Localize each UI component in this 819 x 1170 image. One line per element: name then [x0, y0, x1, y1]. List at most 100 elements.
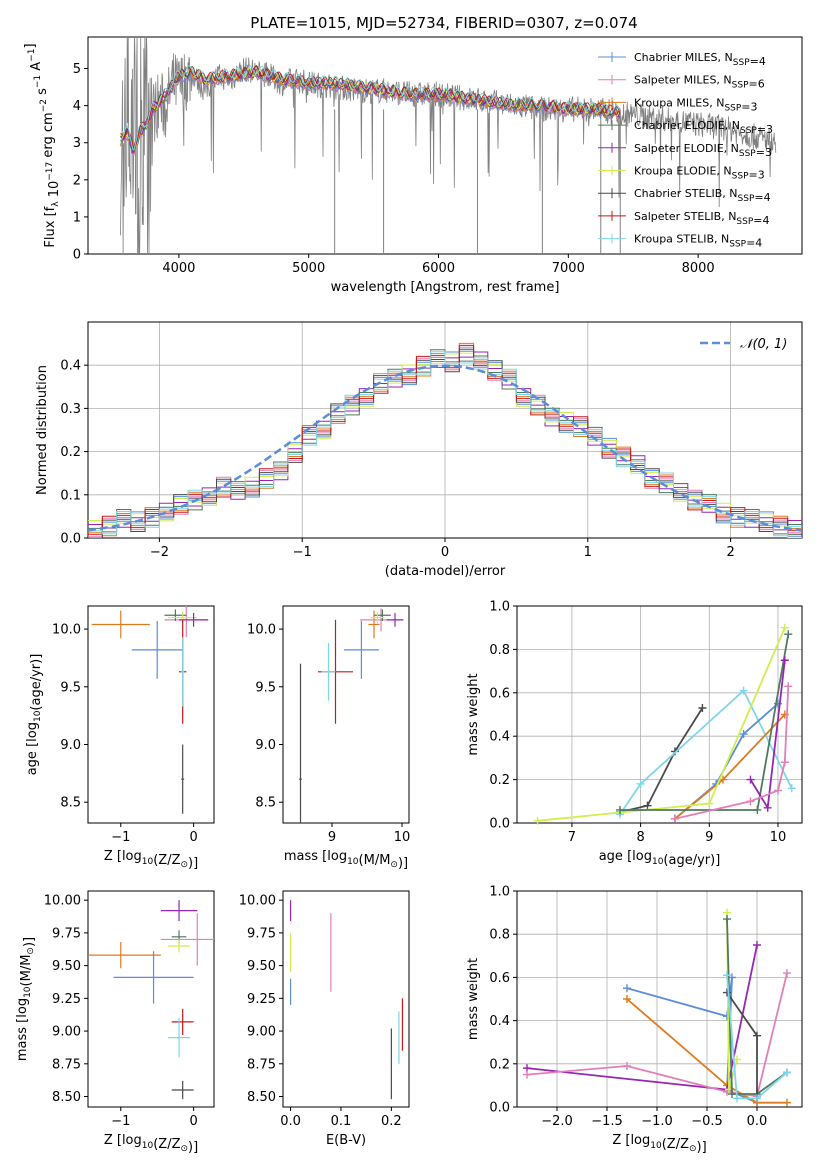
spectrum-model-line	[120, 65, 621, 149]
ebv-mass-ytick-label: 9.25	[247, 992, 276, 1007]
age-weight-xtick-label: 10	[770, 830, 787, 845]
z-mass-xtick-label: −1	[111, 1114, 130, 1129]
z-mass-ytick-label: 9.75	[52, 926, 81, 941]
ebv-mass-frame	[282, 890, 410, 1108]
spectrum-legend: Chabrier MILES, NSSP=4 Salpeter MILES, NS…	[598, 51, 773, 250]
z-age-ytick-label: 10.0	[52, 623, 81, 638]
spectrum-xtick-label: 5000	[292, 261, 325, 276]
mass-age-plot	[299, 608, 404, 823]
z-age-frame	[87, 605, 215, 824]
z-weight-plot	[523, 908, 791, 1107]
spectrum-ytick-label: 0	[73, 248, 81, 263]
z-age-xlabel: Z [log10(Z/Z⊙)]	[104, 849, 198, 871]
age-weight-weight-marker	[643, 801, 652, 810]
residuals-ytick-label: 0.3	[60, 402, 81, 417]
mass-age-ytick-label: 9.0	[255, 738, 276, 753]
z-weight-weight-marker	[783, 1098, 791, 1107]
z-weight-xtick-label: 0.0	[747, 1114, 768, 1129]
mass-age-ytick-label: 10.0	[247, 623, 276, 638]
z-weight-weight-marker	[623, 984, 631, 993]
residuals-xtick-label: −1	[293, 545, 312, 560]
age-weight-weight-marker	[787, 784, 796, 793]
z-weight-weight-marker	[623, 995, 631, 1003]
z-mass-axes: −1 0 8.50 8.75 9.00 9.25 9.50 9.75 10.00 Z [log10…	[15, 890, 215, 1155]
ebv-mass-axes: 0.0 0.1 0.2 8.50 8.75 9.00 9.25 9.50 9.75 10.00 E(…	[239, 890, 410, 1148]
age-weight-weight-marker	[780, 623, 789, 632]
ebv-mass-xtick-label: 0.1	[331, 1114, 352, 1129]
z-weight-weight-marker	[523, 1070, 531, 1079]
age-weight-ylabel: mass weight	[466, 673, 481, 755]
z-mass-xlabel: Z [log10(Z/Z⊙)]	[104, 1133, 198, 1155]
age-weight-ytick-label: 0.4	[489, 730, 510, 745]
ebv-mass-xtick-label: 0.0	[280, 1114, 301, 1129]
z-weight-weight-marker	[733, 1094, 741, 1103]
z-weight-ytick-label: 0.0	[489, 1101, 510, 1116]
z-weight-ylabel: mass weight	[466, 958, 481, 1040]
z-weight-weight-marker	[783, 1068, 791, 1077]
residuals-xtick-label: 1	[584, 545, 592, 560]
age-weight-xlabel: age [log10(age/yr)]	[599, 849, 721, 868]
residuals-ytick-label: 0.4	[60, 359, 81, 374]
z-weight-weight-marker	[723, 988, 731, 997]
residuals-plot	[88, 342, 802, 538]
z-weight-weight-marker	[723, 971, 731, 980]
residuals-gauss-curve	[88, 364, 802, 532]
age-weight-xtick-label: 8	[636, 830, 644, 845]
age-weight-weight-marker	[739, 730, 748, 739]
age-weight-weight-marker	[698, 703, 707, 712]
z-mass-xtick-label: 0	[189, 1114, 197, 1129]
spectrum-xtick-label: 7000	[552, 261, 585, 276]
residuals-xtick-label: −2	[150, 545, 169, 560]
mass-age-axes: 9 10 8.5 9.0 9.5 10.0 mass [log10(M/M⊙)]	[247, 605, 410, 871]
spectrum-ytick-label: 4	[73, 99, 81, 114]
spectrum-model-line	[120, 65, 621, 153]
mass-age-ytick-label: 9.5	[255, 680, 276, 695]
spectrum-axes: 4000 5000 6000 7000 8000 0 1 2 3 4 5 wavelength [An…	[23, 36, 803, 295]
z-mass-ytick-label: 10.00	[44, 894, 81, 909]
z-weight-weight-marker	[623, 1061, 631, 1070]
z-age-xtick-label: −1	[111, 830, 130, 845]
spectrum-xtick-label: 4000	[162, 261, 195, 276]
residuals-ylabel: Normed distribution	[35, 365, 50, 495]
ebv-mass-xtick-label: 0.2	[381, 1114, 402, 1129]
age-weight-weight-marker	[780, 656, 789, 665]
z-weight-weight-marker	[753, 941, 761, 949]
z-mass-ytick-label: 8.75	[52, 1057, 81, 1072]
residuals-legend-label: 𝒩(0, 1)	[740, 337, 787, 352]
z-weight-weight-marker	[783, 969, 791, 978]
age-weight-weight-marker	[763, 803, 772, 812]
z-weight-weight-line	[726, 975, 788, 1100]
legend-label: Salpeter STELIB, NSSP=4	[634, 210, 770, 227]
ebv-mass-ytick-label: 9.50	[247, 959, 276, 974]
age-weight-weight-marker	[784, 682, 793, 691]
z-mass-plot	[88, 900, 214, 1100]
age-weight-weight-marker	[784, 630, 793, 639]
legend-label: Salpeter MILES, NSSP=6	[634, 74, 765, 91]
spectrum-xlabel: wavelength [Angstrom, rest frame]	[331, 280, 560, 295]
age-weight-weight-marker	[636, 779, 645, 788]
mass-age-xtick-label: 9	[328, 830, 336, 845]
legend-label: Chabrier STELIB, NSSP=4	[634, 187, 771, 204]
z-age-plot	[91, 606, 209, 814]
z-age-ytick-label: 9.5	[60, 680, 81, 695]
z-weight-ytick-label: 0.6	[489, 971, 510, 986]
z-weight-ytick-label: 0.2	[489, 1057, 510, 1072]
age-weight-weight-marker	[616, 805, 625, 814]
legend-label: Salpeter ELODIE, NSSP=3	[634, 142, 772, 159]
age-weight-ytick-label: 0.6	[489, 686, 510, 701]
age-weight-weight-line	[619, 689, 793, 815]
ebv-mass-ytick-label: 9.00	[247, 1025, 276, 1040]
spectrum-frame	[87, 36, 803, 255]
mass-age-ytick-label: 8.5	[255, 796, 276, 811]
age-weight-weight-marker	[780, 758, 789, 767]
residuals-frame	[87, 321, 803, 539]
z-weight-axes: −2.0 −1.5 −1.0 −0.5 0.0 0.0 0.2 0.4 0.6 0.8 1.0 Z […	[466, 885, 803, 1155]
spectrum-xtick-label: 8000	[682, 261, 715, 276]
residuals-xtick-label: 2	[726, 545, 734, 560]
age-weight-weight-marker	[670, 814, 679, 823]
z-mass-ytick-label: 9.50	[52, 959, 81, 974]
age-weight-weight-marker	[705, 799, 714, 808]
residuals-xlabel: (data-model)/error	[385, 564, 506, 579]
